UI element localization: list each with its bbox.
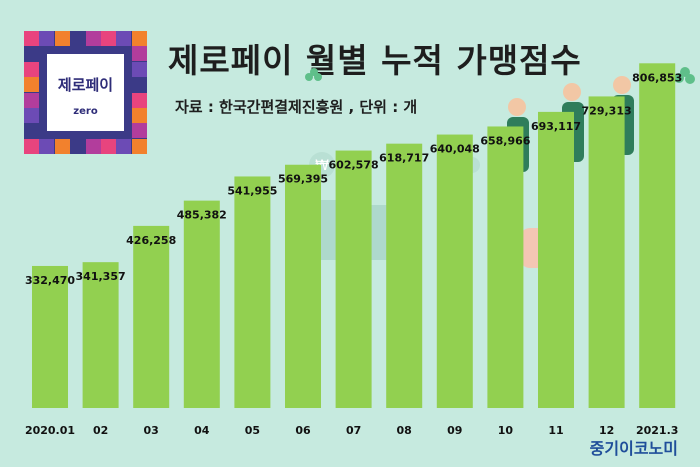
data-label: 332,470: [25, 274, 75, 287]
bar-12: [588, 96, 625, 408]
logo-tile: [70, 138, 86, 154]
data-label: 602,578: [329, 159, 379, 172]
data-label: 693,117: [531, 120, 581, 133]
logo-tile: [131, 123, 147, 139]
logo-tile: [85, 31, 101, 46]
logo-tile: [24, 123, 39, 139]
logo-tile: [24, 138, 39, 154]
logo-tile: [131, 92, 147, 108]
bar-2021.3: [639, 63, 676, 409]
bar-08: [386, 143, 423, 408]
data-label: 729,313: [582, 104, 632, 117]
logo-tile: [24, 108, 39, 123]
logo-tile: [131, 46, 147, 62]
data-label: 569,395: [278, 173, 328, 186]
data-label: 640,048: [430, 143, 480, 156]
x-tick-label: 08: [397, 424, 412, 437]
logo-tile: [54, 138, 70, 154]
x-tick-label: 10: [498, 424, 514, 437]
x-tick-label: 07: [346, 424, 361, 437]
logo-tile: [24, 61, 39, 77]
logo-tile: [101, 31, 116, 46]
logo-tile: [24, 77, 39, 93]
brand-watermark: 중기이코노미: [589, 439, 678, 458]
clover-icon: [305, 67, 695, 84]
x-tick-label: 12: [599, 424, 614, 437]
data-label: 541,955: [227, 184, 277, 197]
logo-text: 제로페이: [57, 76, 114, 94]
logo-tile: [39, 31, 55, 46]
data-label: 426,258: [126, 234, 176, 247]
chart-title: 제로페이 월별 누적 가맹점수: [168, 41, 582, 80]
data-label: 618,717: [379, 152, 429, 165]
x-tick-label: 02: [93, 424, 108, 437]
bar-04: [183, 200, 220, 408]
x-tick-label: 05: [245, 424, 260, 437]
logo-tile: [85, 138, 101, 154]
logo-tile: [131, 108, 147, 123]
bar-11: [538, 111, 574, 408]
data-label: 806,853: [632, 71, 682, 84]
data-label: 658,966: [480, 134, 530, 147]
logo-tile: [24, 92, 39, 108]
x-tick-label: 11: [548, 424, 563, 437]
logo-inner-panel: 제로페이 zero: [47, 54, 124, 131]
data-label: 485,382: [177, 209, 227, 222]
logo-tile: [131, 61, 147, 77]
logo-tile: [116, 31, 132, 46]
bar-07: [335, 150, 372, 408]
bar-10: [487, 126, 524, 408]
bar-06: [285, 164, 321, 408]
bar-02: [82, 262, 119, 408]
x-tick-label: 06: [295, 424, 311, 437]
logo-tile: [116, 138, 132, 154]
x-tick-label: 03: [144, 424, 159, 437]
x-tick-label: 09: [447, 424, 462, 437]
bar-09: [436, 134, 473, 408]
x-tick-label: 2020.01: [25, 424, 75, 437]
x-tick-label: 2021.3: [636, 424, 678, 437]
logo-tile: [101, 138, 116, 154]
logo-tile: [70, 31, 86, 46]
logo-tile: [24, 46, 39, 62]
logo-tile: [131, 31, 147, 46]
data-label: 341,357: [76, 270, 126, 283]
bar-05: [234, 176, 271, 408]
bar-03: [133, 225, 170, 408]
zeropay-logo: 제로페이 zero: [24, 31, 147, 154]
logo-tile: [131, 138, 147, 154]
bar-2020.01: [32, 265, 68, 408]
logo-tile: [131, 77, 147, 93]
logo-tile: [54, 31, 70, 46]
logo-tile: [39, 138, 55, 154]
logo-subtext: zero: [73, 106, 98, 117]
chart-subtitle: 자료 : 한국간편결제진흥원 , 단위 : 개: [175, 98, 418, 116]
logo-tile: [24, 31, 39, 46]
x-tick-label: 04: [194, 424, 210, 437]
